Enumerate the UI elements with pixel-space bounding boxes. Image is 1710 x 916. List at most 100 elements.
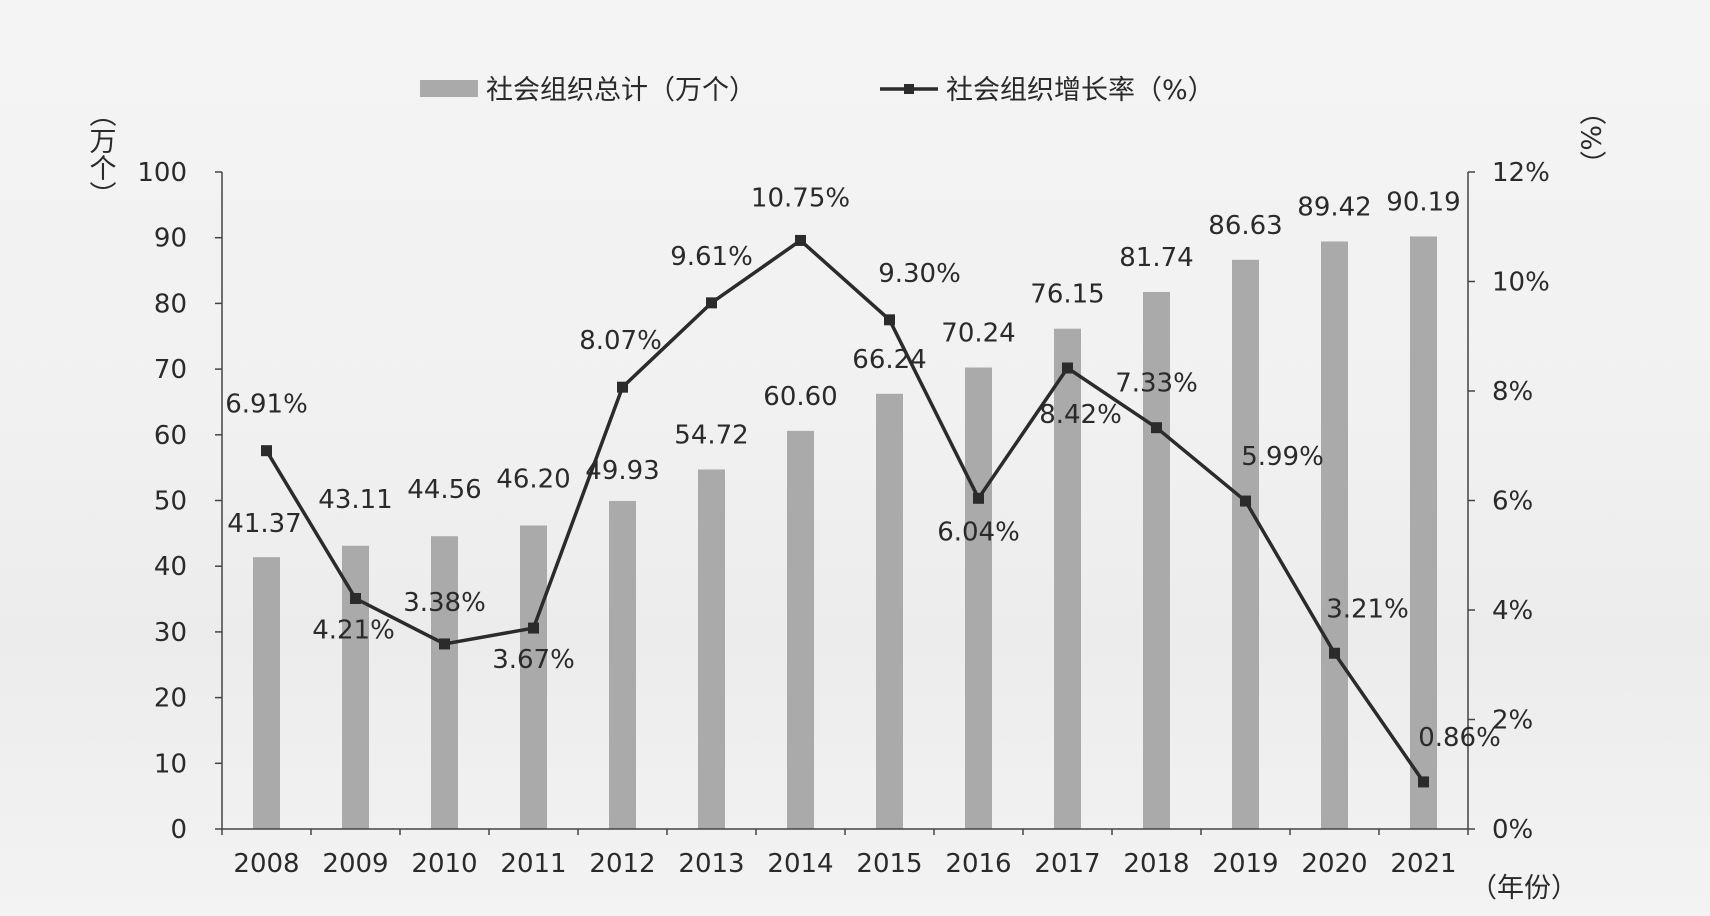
bar-2011 bbox=[520, 525, 547, 829]
x-axis-title: （年份） bbox=[1470, 873, 1578, 904]
bar-value-label-2017: 76.15 bbox=[1030, 280, 1104, 310]
legend: 社会组织总计（万个） 社会组织增长率（%） bbox=[420, 75, 1215, 106]
bar-2020 bbox=[1321, 241, 1348, 829]
line-value-label-2018: 7.33% bbox=[1115, 369, 1198, 399]
line-marker-2011 bbox=[528, 622, 539, 634]
bar-value-label-2008: 41.37 bbox=[227, 509, 301, 539]
bar-value-label-2018: 81.74 bbox=[1119, 243, 1193, 273]
x-tick-label-2014: 2014 bbox=[767, 849, 833, 879]
y-left-tick-label: 20 bbox=[154, 684, 187, 714]
bar-value-label-2010: 44.56 bbox=[407, 475, 481, 505]
line-value-label-2021: 0.86% bbox=[1418, 723, 1501, 753]
x-tick-label-2019: 2019 bbox=[1212, 849, 1278, 879]
bar-series bbox=[253, 236, 1437, 829]
x-tick-label-2021: 2021 bbox=[1390, 849, 1456, 879]
line-marker-2013 bbox=[706, 297, 717, 309]
legend-label-bars: 社会组织总计（万个） bbox=[486, 75, 756, 106]
line-value-label-2016: 6.04% bbox=[937, 517, 1020, 547]
bar-value-label-2015: 66.24 bbox=[852, 345, 926, 375]
line-value-label-2014: 10.75% bbox=[751, 183, 850, 213]
line-value-label-2008: 6.91% bbox=[225, 390, 308, 420]
bar-value-label-2011: 46.20 bbox=[496, 464, 570, 494]
y-right-tick-label: 6% bbox=[1492, 487, 1533, 517]
bar-value-label-2019: 86.63 bbox=[1208, 211, 1282, 241]
y-left-tick-label: 70 bbox=[154, 355, 187, 385]
line-marker-2016 bbox=[973, 492, 984, 504]
y-left-tick-label: 50 bbox=[154, 487, 187, 517]
bar-2010 bbox=[431, 536, 458, 829]
data-labels: 41.37 43.11 44.56 46.20 49.93 54.72 60.60 66.24… bbox=[225, 183, 1501, 752]
legend-label-line: 社会组织增长率（%） bbox=[946, 75, 1215, 106]
y-left-tick-label: 90 bbox=[154, 224, 187, 254]
y-left-tick-label: 40 bbox=[154, 552, 187, 582]
legend-swatch-bars bbox=[420, 80, 478, 97]
x-tick-label-2015: 2015 bbox=[856, 849, 922, 879]
y-left-tick-label: 60 bbox=[154, 421, 187, 451]
y-left-tick-label: 0 bbox=[170, 815, 187, 845]
bar-value-label-2014: 60.60 bbox=[763, 382, 837, 412]
bar-2012 bbox=[609, 500, 636, 829]
y-right-tick-label: 4% bbox=[1492, 596, 1533, 626]
bar-2009 bbox=[342, 545, 369, 829]
bar-value-label-2016: 70.24 bbox=[941, 319, 1015, 349]
line-marker-2017 bbox=[1062, 362, 1073, 374]
y-right-tick-label: 10% bbox=[1492, 268, 1550, 298]
y-left-tick-label: 80 bbox=[154, 289, 187, 319]
line-marker-2019 bbox=[1240, 495, 1251, 507]
line-marker-2021 bbox=[1418, 776, 1429, 788]
y-right-tick-label: 2% bbox=[1492, 706, 1533, 736]
line-value-label-2019: 5.99% bbox=[1241, 442, 1324, 472]
line-marker-2008 bbox=[261, 445, 272, 457]
bar-value-label-2021: 90.19 bbox=[1386, 187, 1460, 217]
legend-swatch-marker bbox=[904, 84, 914, 94]
y-left-axis-title: （万个） bbox=[85, 100, 117, 208]
y-right-tick-label: 8% bbox=[1492, 377, 1533, 407]
bar-value-label-2009: 43.11 bbox=[318, 485, 392, 515]
y-left-tick-label: 10 bbox=[154, 749, 187, 779]
line-marker-2020 bbox=[1329, 647, 1340, 659]
line-value-label-2017: 8.42% bbox=[1039, 400, 1122, 430]
line-value-label-2011: 3.67% bbox=[492, 645, 575, 675]
bar-2008 bbox=[253, 557, 280, 829]
bar-value-label-2020: 89.42 bbox=[1297, 193, 1371, 223]
line-marker-2012 bbox=[617, 381, 628, 393]
bar-2015 bbox=[876, 393, 903, 829]
line-value-label-2012: 8.07% bbox=[579, 326, 662, 356]
line-marker-2018 bbox=[1151, 422, 1162, 434]
line-value-label-2020: 3.21% bbox=[1326, 594, 1409, 624]
x-tick-label-2008: 2008 bbox=[233, 849, 299, 879]
line-value-label-2010: 3.38% bbox=[403, 588, 486, 618]
bar-value-label-2012: 49.93 bbox=[585, 456, 659, 486]
x-tick-label-2010: 2010 bbox=[411, 849, 477, 879]
y-right-tick-label: 12% bbox=[1492, 158, 1550, 188]
line-marker-2015 bbox=[884, 314, 895, 326]
x-tick-label-2020: 2020 bbox=[1301, 849, 1367, 879]
line-value-label-2013: 9.61% bbox=[670, 242, 753, 272]
y-right-axis-title: （%） bbox=[1575, 98, 1607, 178]
bar-2019 bbox=[1232, 259, 1259, 829]
line-marker-2009 bbox=[350, 593, 361, 605]
x-tick-label-2017: 2017 bbox=[1034, 849, 1100, 879]
bar-2014 bbox=[787, 430, 814, 829]
bar-2021 bbox=[1410, 236, 1437, 829]
bar-2017 bbox=[1054, 328, 1081, 829]
x-tick-label-2009: 2009 bbox=[322, 849, 388, 879]
line-marker-2014 bbox=[795, 234, 806, 246]
growth-rate-line bbox=[265, 238, 1425, 783]
bar-value-label-2013: 54.72 bbox=[674, 420, 748, 450]
y-right-tick-label: 0% bbox=[1492, 815, 1533, 845]
line-value-label-2009: 4.21% bbox=[312, 616, 395, 646]
line-value-label-2015: 9.30% bbox=[878, 259, 961, 289]
line-marker-2010 bbox=[439, 638, 450, 650]
bar-2013 bbox=[698, 469, 725, 829]
x-tick-label-2012: 2012 bbox=[589, 849, 655, 879]
y-left-tick-label: 30 bbox=[154, 618, 187, 648]
y-left-tick-label: 100 bbox=[137, 158, 187, 188]
x-tick-label-2011: 2011 bbox=[500, 849, 566, 879]
x-tick-label-2018: 2018 bbox=[1123, 849, 1189, 879]
x-tick-label-2016: 2016 bbox=[945, 849, 1011, 879]
line-series bbox=[261, 234, 1429, 788]
x-tick-label-2013: 2013 bbox=[678, 849, 744, 879]
